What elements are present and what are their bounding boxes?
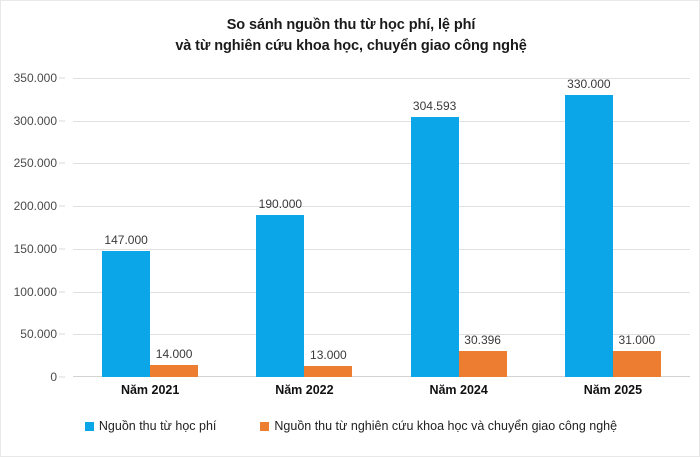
y-axis-tick-label: 250.000 — [13, 156, 57, 171]
legend-swatch-icon — [84, 421, 94, 431]
y-axis-tick-label: 350.000 — [13, 71, 57, 85]
bar[interactable] — [256, 214, 305, 377]
y-axis-tick-mark — [59, 376, 65, 378]
x-axis-category-label: Năm 2025 — [583, 383, 643, 397]
gridline — [73, 163, 690, 165]
x-axis-labels: Năm 2021 Năm 2022 Năm 2024 Năm 2025 — [73, 383, 690, 405]
legend-swatch-icon — [260, 421, 270, 431]
bar-value-label: 31.000 — [618, 332, 656, 347]
x-axis-line — [73, 376, 690, 377]
plot-area: 147.000 14.000 190.000 13.000 304.593 30.396 3… — [73, 77, 690, 377]
bar[interactable] — [458, 351, 507, 377]
y-axis-tick-label: 150.000 — [13, 241, 57, 256]
legend-item[interactable]: Nguồn thu từ học phí — [84, 419, 217, 433]
y-axis-tick-mark — [59, 291, 65, 293]
y-axis-tick-label: 50.000 — [20, 327, 57, 342]
x-axis-category-label: Năm 2021 — [120, 383, 180, 397]
y-axis-tick-mark — [59, 248, 65, 250]
bar-value-label: 147.000 — [104, 233, 148, 248]
chart-legend: Nguồn thu từ học phí Nguồn thu từ nghiên … — [1, 419, 699, 433]
chart-title-line-1: So sánh nguồn thu từ học phí, lệ phí — [226, 17, 476, 33]
gridline — [73, 291, 690, 293]
gridline — [73, 78, 690, 79]
bar-value-label: 190.000 — [258, 196, 303, 211]
bar-value-label: 13.000 — [310, 347, 347, 362]
gridline — [73, 120, 690, 122]
y-axis-tick-mark — [59, 333, 65, 335]
y-axis-tick-mark — [59, 205, 65, 207]
bar-value-label: 14.000 — [155, 347, 193, 362]
y-axis-tick-mark — [59, 120, 65, 122]
bar[interactable] — [612, 350, 661, 377]
chart-title-line-2: và từ nghiên cứu khoa học, chuyển giao c… — [175, 38, 527, 55]
x-axis-category-label: Năm 2024 — [429, 383, 488, 397]
bar[interactable] — [410, 116, 459, 377]
y-axis-tick-label: 200.000 — [13, 199, 57, 214]
y-axis-tick-mark — [59, 162, 65, 164]
y-axis-tick-mark — [59, 77, 65, 79]
bar-value-label: 304.593 — [412, 98, 457, 113]
x-axis-category-label: Năm 2022 — [275, 383, 334, 397]
y-axis-tick-label: 300.000 — [13, 113, 57, 128]
bar[interactable] — [150, 365, 199, 377]
bar-value-label: 330.000 — [567, 77, 611, 92]
bar[interactable] — [102, 251, 151, 377]
gridline — [73, 334, 690, 336]
bar[interactable] — [304, 365, 353, 377]
legend-label: Nguồn thu từ học phí — [98, 419, 217, 433]
legend-label: Nguồn thu từ nghiên cứu khoa học và chuy… — [274, 419, 618, 433]
bar[interactable] — [564, 95, 613, 377]
y-axis-tick-label: 100.000 — [13, 284, 57, 299]
gridline — [73, 206, 690, 208]
y-axis: 0 50.000 100.000 150.000 200.000 250.000 300.0… — [1, 71, 65, 384]
y-axis-tick-label: 0 — [50, 370, 57, 384]
gridline — [73, 248, 690, 250]
chart-title: So sánh nguồn thu từ học phí, lệ phí và … — [1, 15, 699, 57]
legend-item[interactable]: Nguồn thu từ nghiên cứu khoa học và chuy… — [260, 419, 617, 433]
bar-value-label: 30.396 — [464, 333, 501, 348]
